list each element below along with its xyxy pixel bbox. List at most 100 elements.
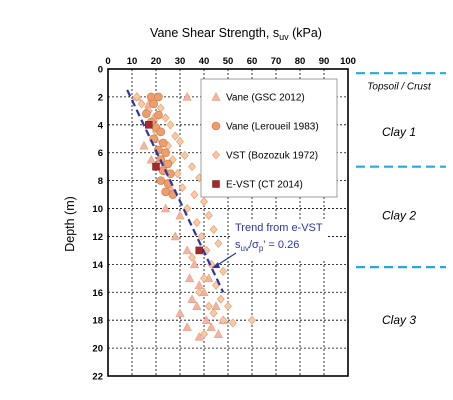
layer-labels: Topsoil / Crust Clay 1 Clay 2 Clay 3: [367, 82, 432, 327]
data-point-circle: [161, 148, 170, 158]
trend-line: [126, 89, 225, 293]
data-point-diamond: [200, 273, 208, 283]
layer-boundaries: [356, 72, 446, 269]
layer-label: Clay 1: [382, 125, 416, 139]
x-tick-label: 40: [199, 56, 210, 67]
data-point-triangle: [213, 329, 224, 338]
data-point-circle: [163, 159, 173, 169]
y-tick-label: 20: [92, 344, 103, 355]
data-point-diamond: [214, 238, 223, 248]
legend-marker-triangle: [211, 91, 221, 101]
data-point-diamond: [173, 169, 182, 179]
data-point-triangle: [206, 322, 216, 331]
plot-frame: [107, 68, 349, 377]
y-tick-label: 10: [92, 204, 103, 215]
y-tick-label: 6: [98, 148, 103, 159]
data-point-square: [195, 246, 203, 255]
data-point-diamond: [209, 308, 218, 318]
data-point-triangle: [187, 294, 197, 303]
data-point-diamond: [216, 294, 225, 304]
chart-title: Vane Shear Strength, suv (kPa): [150, 26, 322, 42]
data-point-triangle: [211, 301, 221, 310]
data-points: [132, 91, 256, 341]
x-tick-label: 90: [319, 56, 330, 67]
trend-formula-rest: ' = 0.26: [263, 239, 299, 251]
data-point-diamond: [224, 301, 232, 311]
y-tick-label: 18: [92, 316, 103, 327]
legend-marker-circle: [211, 121, 221, 131]
data-point-triangle: [192, 301, 202, 310]
trend-annotation: Trend from e-VST suv/σp' = 0.26: [212, 219, 327, 268]
x-tick-label: 50: [223, 56, 234, 67]
data-point-circle: [158, 138, 168, 148]
trend-formula-sigma-sub: p: [259, 244, 264, 253]
legend-label: E-VST (CT 2014): [226, 180, 303, 191]
data-point-triangle: [175, 308, 185, 317]
trend-formula-s-sub: uv: [241, 244, 249, 253]
data-point-diamond: [137, 99, 146, 109]
data-point-diamond: [197, 231, 206, 241]
legend-label: Vane (Leroueil 1983): [226, 122, 319, 133]
layer-label: Topsoil / Crust: [367, 82, 432, 93]
y-tick-label: 12: [92, 232, 103, 243]
layer-label: Clay 2: [382, 209, 416, 223]
y-tick-label: 8: [98, 176, 103, 187]
trend-pointer-arrowhead: [212, 262, 220, 268]
y-tick-label: 16: [92, 288, 103, 299]
data-point-diamond: [188, 252, 196, 262]
data-point-diamond: [171, 131, 180, 141]
data-point-square: [152, 162, 160, 171]
data-point-triangle: [175, 210, 185, 220]
data-point-diamond: [200, 329, 208, 339]
data-point-diamond: [178, 183, 187, 193]
data-point-triangle: [201, 315, 212, 324]
data-point-diamond: [195, 287, 204, 297]
data-point-triangle: [182, 91, 192, 101]
y-tick-label: 0: [98, 65, 103, 76]
data-point-triangle: [194, 331, 204, 341]
x-tick-label: 100: [340, 56, 356, 67]
trend-formula-slash: /: [249, 239, 253, 251]
x-tick-label: 20: [151, 56, 162, 67]
data-point-diamond: [180, 150, 189, 161]
x-tick-label: 60: [247, 56, 258, 67]
data-point-triangle: [184, 273, 195, 283]
data-point-diamond: [204, 301, 213, 311]
data-point-circle: [156, 176, 166, 185]
data-point-diamond: [188, 162, 196, 172]
data-point-circle: [156, 127, 166, 137]
x-tick-labels: 0 10 20 30 40 50 60 70 80 90 100: [105, 56, 356, 67]
trend-formula-s: s: [235, 239, 241, 251]
x-tick-label: 10: [127, 56, 138, 67]
data-point-diamond: [204, 210, 213, 221]
y-tick-labels: 0 2 4 6 8 10 12 14 16 18 20 22: [92, 65, 103, 383]
y-tick-label: 4: [98, 120, 104, 131]
trend-label: Trend from e-VST: [235, 222, 323, 234]
data-point-diamond: [219, 266, 228, 276]
data-point-circle: [161, 187, 170, 197]
chart-title-unit: (kPa): [289, 26, 322, 40]
trend-pointer-arrow: [215, 252, 237, 267]
data-point-diamond: [209, 224, 218, 235]
legend-box: [200, 78, 338, 198]
legend: Vane (GSC 2012) Vane (Leroueil 1983) VST (…: [200, 78, 338, 198]
chart-title-main: Vane Shear Strength, s: [150, 26, 279, 40]
x-tick-label: 30: [175, 56, 186, 67]
data-point-square: [145, 121, 153, 129]
data-point-circle: [142, 109, 151, 118]
data-point-diamond: [166, 120, 175, 130]
layer-label: Clay 3: [382, 313, 416, 327]
chart-title-sub: uv: [279, 32, 289, 42]
y-tick-label: 22: [92, 372, 103, 383]
data-point-triangle: [182, 245, 192, 255]
data-point-triangle: [182, 322, 192, 331]
data-point-triangle: [170, 231, 180, 241]
data-point-triangle: [194, 280, 204, 290]
data-point-triangle: [189, 259, 200, 269]
x-tick-label: 80: [295, 56, 306, 67]
data-point-diamond: [228, 318, 237, 328]
data-point-circle: [154, 110, 163, 120]
data-point-triangle: [139, 140, 149, 150]
data-point-diamond: [200, 197, 208, 207]
